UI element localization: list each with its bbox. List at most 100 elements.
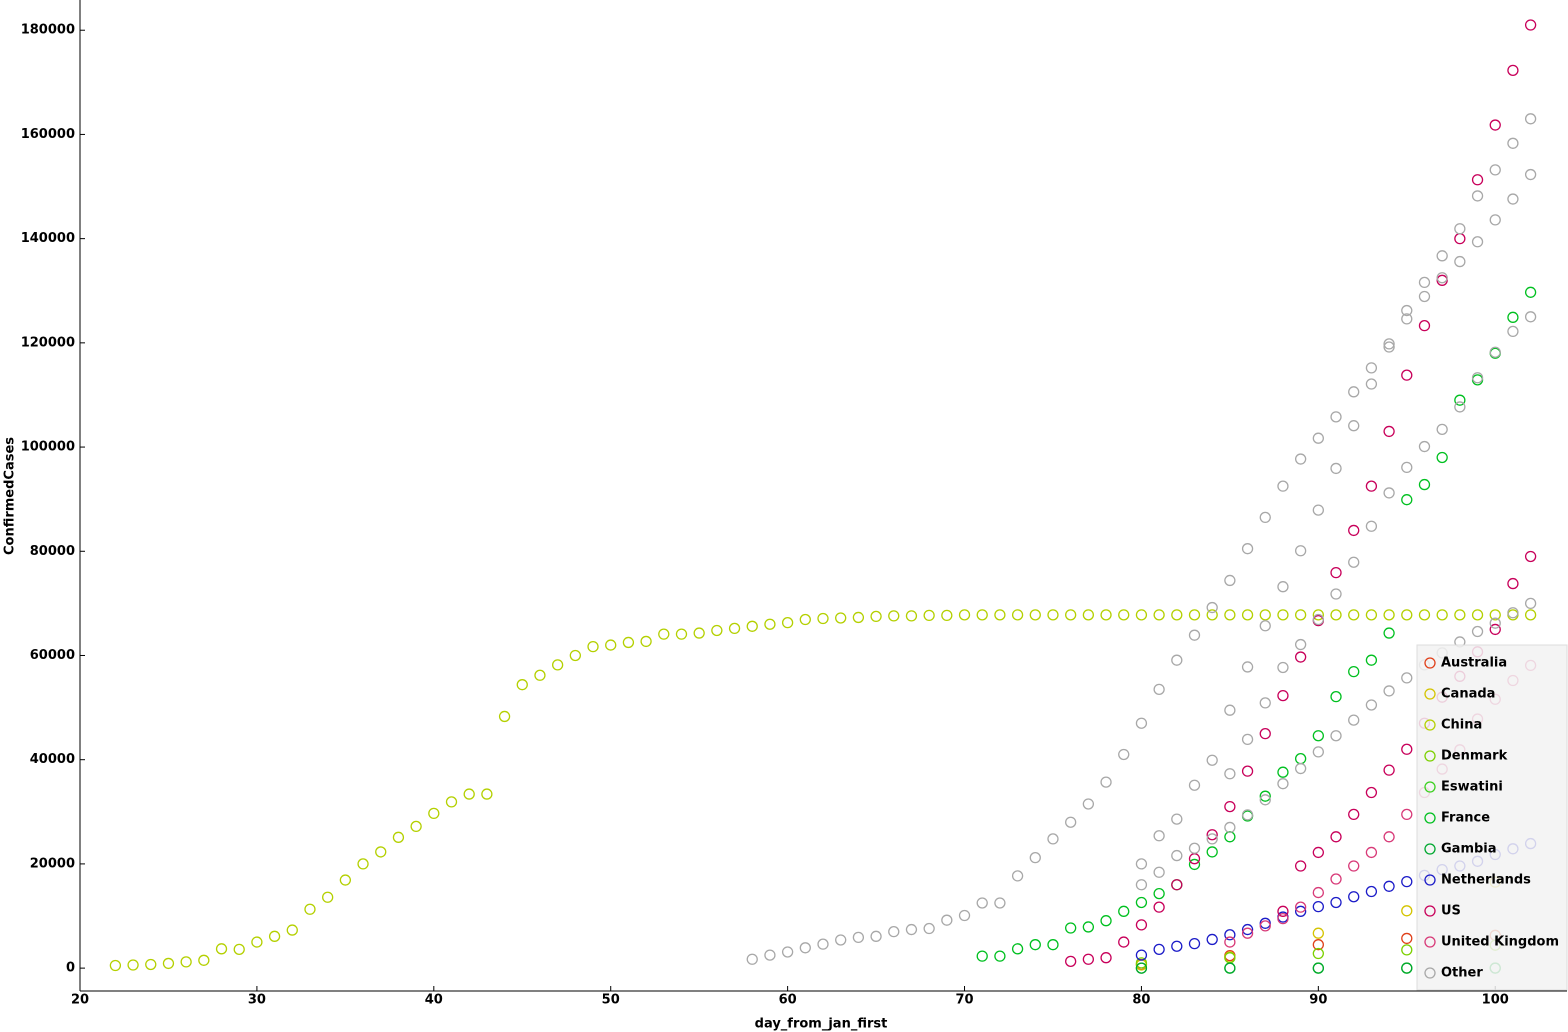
point <box>1118 609 1130 621</box>
point <box>1330 831 1342 843</box>
point <box>781 617 794 629</box>
point <box>1436 250 1448 262</box>
legend-label: Eswatini <box>1441 780 1503 795</box>
point <box>1454 609 1466 621</box>
point <box>233 943 245 956</box>
point <box>1171 849 1183 862</box>
point <box>1365 786 1378 799</box>
point <box>322 891 334 903</box>
point <box>1507 137 1519 149</box>
point <box>1312 947 1324 960</box>
point <box>1241 765 1254 777</box>
y-tick-label: 0 <box>66 961 75 976</box>
legend-marker <box>1424 657 1436 669</box>
legend-marker <box>1424 874 1436 886</box>
x-tick-label: 100 <box>1482 993 1509 1008</box>
legend-marker <box>1424 967 1436 979</box>
point <box>1118 748 1130 761</box>
point <box>162 957 175 970</box>
point <box>1206 829 1218 841</box>
y-tick-label: 120000 <box>21 335 75 350</box>
point <box>1401 808 1413 821</box>
point <box>817 612 829 625</box>
point <box>1171 609 1183 621</box>
point <box>1224 574 1236 587</box>
point <box>1348 609 1360 621</box>
point <box>1277 480 1289 492</box>
point <box>675 628 688 640</box>
point <box>1330 609 1342 621</box>
point <box>1418 320 1431 332</box>
y-tick-label: 180000 <box>21 23 75 38</box>
point <box>976 950 988 962</box>
point <box>1401 461 1413 474</box>
point <box>1277 689 1289 702</box>
point <box>1383 880 1395 892</box>
point <box>799 942 811 954</box>
legend-marker <box>1424 812 1436 824</box>
point <box>1365 846 1378 859</box>
point <box>711 624 723 637</box>
legend-box <box>1416 644 1568 991</box>
point <box>1259 727 1271 740</box>
point <box>1401 944 1413 956</box>
point <box>1365 654 1378 666</box>
legend-marker <box>1424 905 1436 917</box>
point <box>1524 550 1537 563</box>
point <box>1224 962 1236 974</box>
point <box>516 679 528 691</box>
point <box>1294 860 1307 872</box>
point <box>1524 168 1537 181</box>
point <box>1365 520 1378 532</box>
point <box>569 649 581 662</box>
point <box>1401 672 1413 684</box>
point <box>1277 581 1289 593</box>
point <box>1206 933 1218 946</box>
legend-label: United Kingdom <box>1441 935 1559 950</box>
point <box>145 958 157 971</box>
point <box>1171 879 1183 891</box>
point <box>1401 932 1413 945</box>
point <box>1224 704 1236 716</box>
point <box>1348 524 1360 537</box>
legend-marker <box>1424 781 1436 793</box>
point <box>1524 311 1537 323</box>
legend-label: Gambia <box>1441 842 1497 857</box>
point <box>304 903 316 915</box>
point <box>746 953 758 965</box>
point <box>1365 885 1378 898</box>
point <box>215 943 228 955</box>
legend-label: Other <box>1441 966 1483 981</box>
point <box>1011 609 1024 621</box>
point <box>1100 776 1112 788</box>
point <box>1489 609 1501 621</box>
y-tick-label: 20000 <box>30 856 75 871</box>
point <box>976 609 988 621</box>
point <box>180 956 192 968</box>
point <box>1365 480 1378 492</box>
point <box>1507 577 1519 590</box>
point <box>1330 588 1342 600</box>
point <box>1206 601 1218 614</box>
point <box>1330 896 1342 909</box>
legend-marker <box>1424 750 1436 762</box>
y-tick-label: 40000 <box>30 752 75 767</box>
point <box>1524 609 1537 621</box>
point <box>1454 401 1466 413</box>
point <box>994 897 1006 909</box>
point <box>1294 545 1307 557</box>
point <box>1135 957 1148 969</box>
point <box>1294 901 1307 913</box>
point <box>1277 609 1289 621</box>
point <box>1259 920 1271 932</box>
point <box>1348 420 1360 432</box>
point <box>1471 609 1484 621</box>
point <box>1383 685 1395 697</box>
point <box>1011 943 1024 955</box>
point <box>286 924 298 936</box>
point <box>1206 846 1218 858</box>
point <box>1135 962 1148 974</box>
point <box>835 934 847 946</box>
point <box>1312 504 1324 516</box>
point <box>1383 487 1395 499</box>
